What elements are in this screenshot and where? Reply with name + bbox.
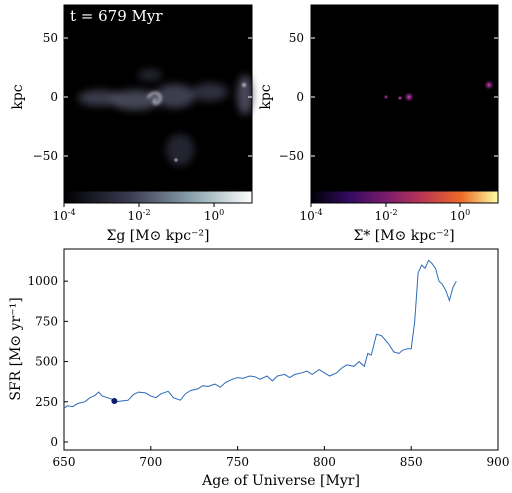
gas-y-ticks — [64, 37, 252, 157]
stellar-clump — [404, 92, 414, 102]
gas-ylabel: kpc — [10, 84, 26, 109]
stellar-colorbar — [310, 190, 499, 204]
sfr-xlabel: Age of Universe [Myr] — [201, 473, 360, 489]
sfr-ylabel: SFR [M⊙ yr⁻¹] — [8, 297, 24, 400]
sfr-ytick-label: 0 — [50, 435, 58, 449]
sfr-ytick-label: 250 — [35, 395, 58, 409]
sfr-xtick-label: 650 — [53, 455, 76, 469]
gas-map-panel: t = 679 Myr 50 0 −50 kpc 10-4 10-2 100 Σ… — [10, 4, 253, 244]
sfr-x-ticks: 650 700 750 800 850 900 — [53, 446, 510, 469]
stellar-clump — [383, 94, 389, 100]
current-time-marker — [111, 397, 118, 404]
gas-spot — [240, 81, 248, 89]
sfr-xtick-label: 700 — [139, 455, 162, 469]
time-label: t = 679 Myr — [70, 7, 163, 25]
stellar-ylabel: kpc — [258, 84, 274, 109]
stellar-clump — [398, 96, 402, 100]
gas-spot — [173, 157, 179, 163]
sfr-plot-frame — [63, 248, 499, 451]
sfr-xtick-label: 850 — [400, 455, 423, 469]
stellar-ytick-label: 50 — [289, 31, 304, 45]
sfr-xtick-label: 750 — [226, 455, 249, 469]
sfr-series-line — [63, 259, 457, 409]
stellar-cbar-tick: 10-2 — [374, 208, 397, 223]
stellar-ytick-label: 0 — [296, 90, 304, 104]
gas-ytick-label: −50 — [33, 149, 58, 163]
sfr-ytick-label: 1000 — [27, 274, 58, 288]
stellar-map-panel: 50 0 −50 kpc 10-4 10-2 100 Σ* [M⊙ kpc⁻²] — [258, 4, 499, 244]
gas-cbar-tick: 10-4 — [52, 208, 75, 223]
sfr-xtick-label: 900 — [487, 455, 510, 469]
stellar-cbar-tick: 10-4 — [299, 208, 322, 223]
stellar-cbar-tick: 100 — [450, 208, 470, 223]
sfr-xtick-label: 800 — [313, 455, 336, 469]
gas-clump — [147, 92, 162, 105]
gas-cbar-tick: 10-2 — [127, 208, 150, 223]
sfr-y-ticks: 0 250 500 750 1000 — [27, 274, 68, 449]
gas-ytick-label: 0 — [50, 90, 58, 104]
gas-ytick-label: 50 — [43, 31, 58, 45]
stellar-ytick-label: −50 — [279, 149, 304, 163]
stellar-clump — [484, 80, 494, 90]
sfr-ytick-label: 500 — [35, 355, 58, 369]
sfr-ytick-label: 750 — [35, 314, 58, 328]
gas-cbar-tick: 100 — [204, 208, 224, 223]
gas-colorbar-label: Σg [M⊙ kpc⁻²] — [106, 228, 209, 244]
sfr-chart: 650 700 750 800 850 900 0 250 500 750 1000 Age of… — [8, 248, 510, 489]
stellar-y-ticks — [311, 37, 498, 157]
stellar-colorbar-label: Σ* [M⊙ kpc⁻²] — [353, 228, 454, 244]
gas-colorbar — [63, 190, 253, 204]
